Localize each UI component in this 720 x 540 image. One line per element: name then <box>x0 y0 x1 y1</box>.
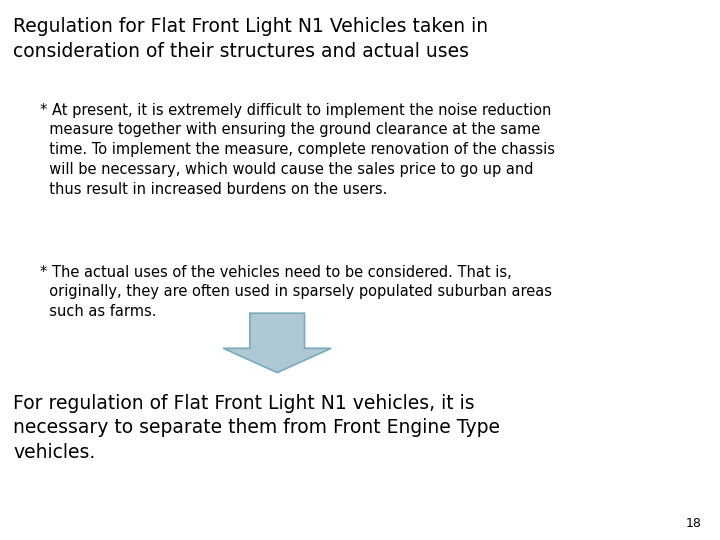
Text: * The actual uses of the vehicles need to be considered. That is,
  originally, : * The actual uses of the vehicles need t… <box>40 265 552 319</box>
Text: Regulation for Flat Front Light N1 Vehicles taken in
consideration of their stru: Regulation for Flat Front Light N1 Vehic… <box>13 17 488 60</box>
Text: For regulation of Flat Front Light N1 vehicles, it is
necessary to separate them: For regulation of Flat Front Light N1 ve… <box>13 394 500 462</box>
Text: 18: 18 <box>686 517 702 530</box>
Text: * At present, it is extremely difficult to implement the noise reduction
  measu: * At present, it is extremely difficult … <box>40 103 554 197</box>
Polygon shape <box>223 313 331 373</box>
